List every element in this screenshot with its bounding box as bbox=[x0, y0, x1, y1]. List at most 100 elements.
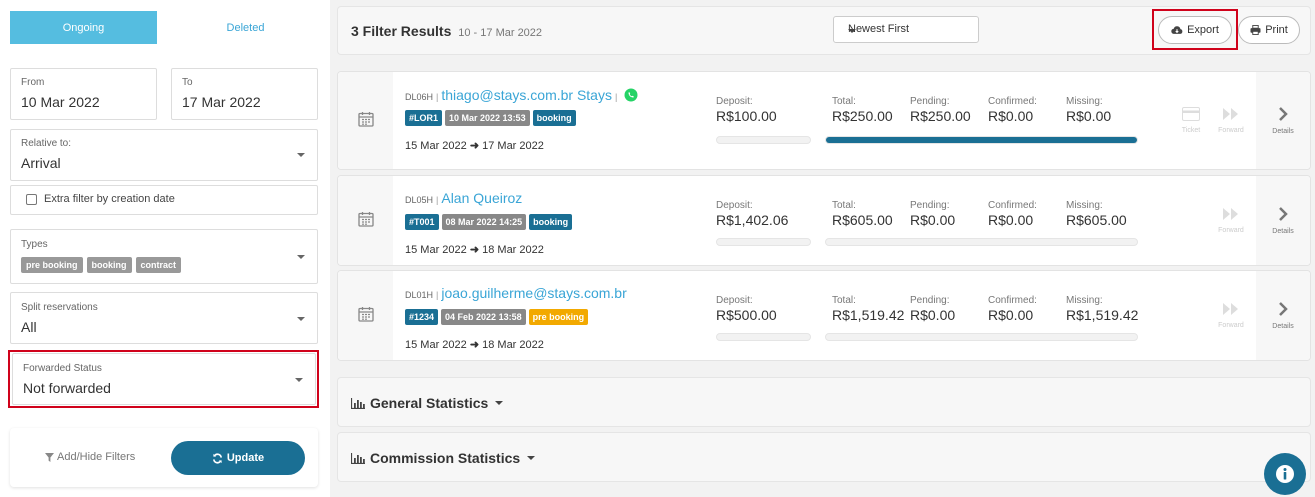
forwarded-status-select[interactable]: Forwarded Status Not forwarded bbox=[12, 353, 316, 405]
pending-label: Pending: bbox=[910, 200, 950, 211]
deposit-block: Deposit: R$1,402.06 bbox=[716, 200, 788, 228]
arrow-right-icon: ➜ bbox=[469, 140, 480, 152]
highlight-box bbox=[1152, 9, 1238, 50]
details-button[interactable]: Details bbox=[1256, 176, 1310, 265]
print-label: Print bbox=[1265, 24, 1288, 36]
fast-forward-icon bbox=[1223, 303, 1238, 315]
total-block: Total: R$605.00 bbox=[832, 200, 893, 228]
type-tag[interactable]: pre booking bbox=[21, 257, 83, 273]
chevron-down-icon bbox=[295, 378, 303, 382]
reservation-code: DL06H bbox=[405, 92, 434, 102]
confirmed-block: Confirmed: R$0.00 bbox=[988, 96, 1037, 124]
forward-button[interactable]: Forward bbox=[1206, 271, 1256, 360]
relative-label: Relative to: bbox=[21, 138, 72, 149]
listing-id-badge: #LOR1 bbox=[405, 110, 443, 126]
checkout-date: 18 Mar 2022 bbox=[482, 339, 544, 351]
confirmed-label: Confirmed: bbox=[988, 200, 1037, 211]
payment-progress-bar bbox=[825, 238, 1138, 246]
deposit-progress-bar bbox=[716, 238, 811, 246]
deposit-block: Deposit: R$500.00 bbox=[716, 295, 777, 323]
forwarded-value: Not forwarded bbox=[23, 380, 111, 396]
reservation-card[interactable]: DL05H | Alan Queiroz #T001 08 Mar 2022 1… bbox=[337, 175, 1311, 266]
forwarded-label: Forwarded Status bbox=[23, 363, 102, 374]
results-range: 10 - 17 Mar 2022 bbox=[458, 27, 543, 39]
update-button[interactable]: Update bbox=[171, 441, 305, 475]
details-label: Details bbox=[1272, 228, 1294, 235]
type-tag[interactable]: booking bbox=[86, 257, 132, 273]
reservation-badges: #LOR1 10 Mar 2022 13:53 booking bbox=[405, 110, 576, 126]
general-statistics-label: General Statistics bbox=[370, 395, 489, 411]
stay-dates: 15 Mar 2022 ➜ 17 Mar 2022 bbox=[405, 139, 544, 152]
reservation-title: DL05H | Alan Queiroz bbox=[405, 190, 523, 206]
confirmed-value: R$0.00 bbox=[988, 212, 1034, 228]
extra-filter-row[interactable]: Extra filter by creation date bbox=[10, 185, 318, 215]
forward-button[interactable]: Forward bbox=[1206, 72, 1256, 169]
reservation-card[interactable]: DL06H | thiago@stays.com.br Stays | #LOR… bbox=[337, 71, 1311, 170]
types-tags: pre booking booking contract bbox=[21, 257, 182, 273]
types-select[interactable]: Types pre booking booking contract bbox=[10, 229, 318, 284]
caret-down-icon bbox=[495, 401, 504, 405]
missing-block: Missing: R$605.00 bbox=[1066, 200, 1127, 228]
whatsapp-icon[interactable] bbox=[624, 88, 638, 105]
checkout-date: 18 Mar 2022 bbox=[482, 244, 544, 256]
total-label: Total: bbox=[832, 200, 856, 211]
to-date-field[interactable]: To 17 Mar 2022 bbox=[171, 68, 318, 120]
info-button[interactable] bbox=[1264, 453, 1306, 495]
deposit-value: R$1,402.06 bbox=[716, 212, 789, 228]
type-badge: pre booking bbox=[528, 309, 589, 325]
checkin-date: 15 Mar 2022 bbox=[405, 244, 467, 256]
missing-label: Missing: bbox=[1066, 200, 1103, 211]
tab-ongoing[interactable]: Ongoing bbox=[10, 11, 157, 44]
guest-name[interactable]: Alan Queiroz bbox=[441, 190, 523, 206]
relative-to-select[interactable]: Relative to: Arrival bbox=[10, 129, 318, 181]
stay-dates: 15 Mar 2022 ➜ 18 Mar 2022 bbox=[405, 243, 544, 256]
refresh-icon bbox=[212, 453, 222, 463]
pending-block: Pending: R$0.00 bbox=[910, 200, 955, 228]
export-button[interactable]: Export bbox=[1158, 16, 1232, 44]
pending-block: Pending: R$250.00 bbox=[910, 96, 971, 124]
missing-value: R$0.00 bbox=[1066, 108, 1112, 124]
add-hide-filters-link[interactable]: Add/Hide Filters bbox=[45, 451, 135, 463]
to-value: 17 Mar 2022 bbox=[182, 94, 261, 110]
split-reservations-select[interactable]: Split reservations All bbox=[10, 292, 318, 344]
created-date-badge: 04 Feb 2022 13:58 bbox=[441, 309, 526, 325]
details-button[interactable]: Details bbox=[1256, 271, 1310, 360]
deposit-progress-bar bbox=[716, 136, 811, 144]
print-button[interactable]: Print bbox=[1238, 16, 1300, 44]
commission-statistics-panel[interactable]: Commission Statistics bbox=[337, 432, 1311, 482]
stay-dates: 15 Mar 2022 ➜ 18 Mar 2022 bbox=[405, 338, 544, 351]
details-button[interactable]: Details bbox=[1256, 72, 1310, 169]
extra-filter-checkbox[interactable] bbox=[26, 194, 37, 205]
pending-label: Pending: bbox=[910, 96, 950, 107]
type-badge: booking bbox=[532, 110, 576, 126]
general-statistics-panel[interactable]: General Statistics bbox=[337, 377, 1311, 427]
calendar-cell bbox=[338, 176, 393, 265]
calendar-icon bbox=[357, 306, 374, 325]
chevron-down-icon bbox=[297, 317, 305, 321]
confirmed-value: R$0.00 bbox=[988, 108, 1034, 124]
tab-deleted[interactable]: Deleted bbox=[226, 21, 265, 34]
forward-button[interactable]: Forward bbox=[1206, 176, 1256, 265]
ticket-button[interactable]: Ticket bbox=[1166, 72, 1216, 169]
export-label: Export bbox=[1187, 24, 1219, 36]
reservation-card[interactable]: DL01H | joao.guilherme@stays.com.br #123… bbox=[337, 270, 1311, 361]
listing-id-badge: #T001 bbox=[405, 214, 439, 230]
details-label: Details bbox=[1272, 128, 1294, 135]
created-date-badge: 10 Mar 2022 13:53 bbox=[445, 110, 530, 126]
guest-name[interactable]: joao.guilherme@stays.com.br bbox=[441, 285, 627, 301]
pending-value: R$250.00 bbox=[910, 108, 971, 124]
guest-name[interactable]: thiago@stays.com.br Stays bbox=[441, 87, 612, 103]
deposit-progress-bar bbox=[716, 333, 811, 341]
caret-down-icon bbox=[527, 456, 536, 460]
from-date-field[interactable]: From 10 Mar 2022 bbox=[10, 68, 157, 120]
missing-block: Missing: R$1,519.42 bbox=[1066, 295, 1138, 323]
pending-value: R$0.00 bbox=[910, 212, 956, 228]
checkin-date: 15 Mar 2022 bbox=[405, 140, 467, 152]
total-value: R$605.00 bbox=[832, 212, 893, 228]
type-tag[interactable]: contract bbox=[135, 257, 182, 273]
deposit-block: Deposit: R$100.00 bbox=[716, 96, 777, 124]
checkout-date: 17 Mar 2022 bbox=[482, 140, 544, 152]
forward-label: Forward bbox=[1218, 322, 1244, 329]
total-label: Total: bbox=[832, 295, 856, 306]
sort-select[interactable]: Newest First bbox=[833, 16, 979, 43]
